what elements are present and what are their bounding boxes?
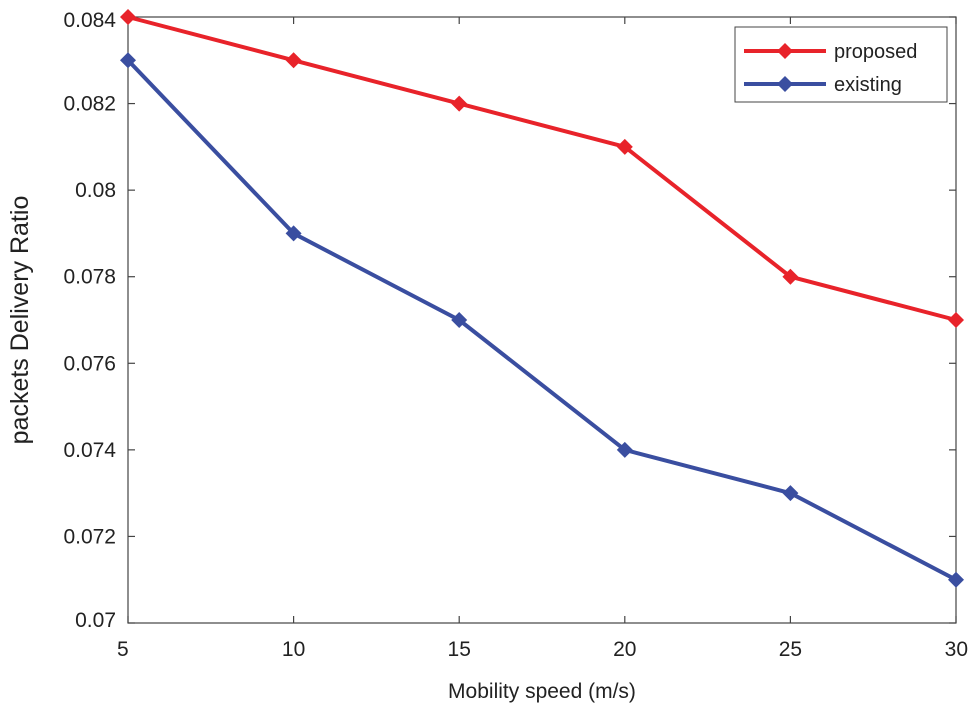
x-tick-label: 15 xyxy=(448,638,471,661)
legend: proposed existing xyxy=(734,26,948,103)
y-tick-label: 0.084 xyxy=(63,9,116,32)
x-tick-label: 5 xyxy=(117,638,129,661)
data-point-proposed xyxy=(120,9,136,25)
data-point-proposed xyxy=(782,268,799,285)
data-point-existing xyxy=(782,485,799,502)
y-tick-label: 0.074 xyxy=(63,439,116,462)
plot-area xyxy=(127,16,957,624)
y-tick-labels: 0.07 0.072 0.074 0.076 0.078 0.08 0.082 0.084 xyxy=(63,9,116,632)
legend-marker-existing xyxy=(777,76,793,92)
x-tick-label: 25 xyxy=(779,638,802,661)
y-tick-label: 0.08 xyxy=(75,179,116,202)
legend-label-existing: existing xyxy=(834,74,902,96)
data-point-proposed xyxy=(451,95,468,112)
y-tick-label: 0.076 xyxy=(63,352,116,375)
x-axis-title: Mobility speed (m/s) xyxy=(448,680,636,703)
y-tick-label: 0.072 xyxy=(63,525,116,548)
y-tick-label: 0.082 xyxy=(63,93,116,116)
series-line-proposed xyxy=(127,15,957,322)
data-point-existing xyxy=(451,312,468,328)
legend-label-proposed: proposed xyxy=(834,41,917,63)
data-point-existing xyxy=(120,52,136,69)
y-tick-label: 0.07 xyxy=(75,609,116,632)
y-axis-title: packets Delivery Ratio xyxy=(6,196,34,445)
data-point-existing xyxy=(616,441,633,458)
x-tick-label: 10 xyxy=(282,638,305,661)
series-line-existing xyxy=(126,58,957,582)
data-point-proposed xyxy=(948,312,964,328)
x-tick-label: 20 xyxy=(613,638,636,661)
x-tick-labels: 5 10 15 20 25 30 xyxy=(117,638,968,661)
data-point-existing xyxy=(285,225,302,242)
legend-marker-proposed xyxy=(777,43,793,59)
series-layer xyxy=(120,9,964,588)
y-tick-label: 0.078 xyxy=(63,266,116,289)
data-point-proposed xyxy=(285,52,302,69)
data-point-proposed xyxy=(616,138,633,155)
axis-ticks xyxy=(127,16,957,624)
data-point-existing xyxy=(948,571,964,588)
legend-box xyxy=(734,26,948,103)
x-tick-label: 30 xyxy=(945,638,968,661)
